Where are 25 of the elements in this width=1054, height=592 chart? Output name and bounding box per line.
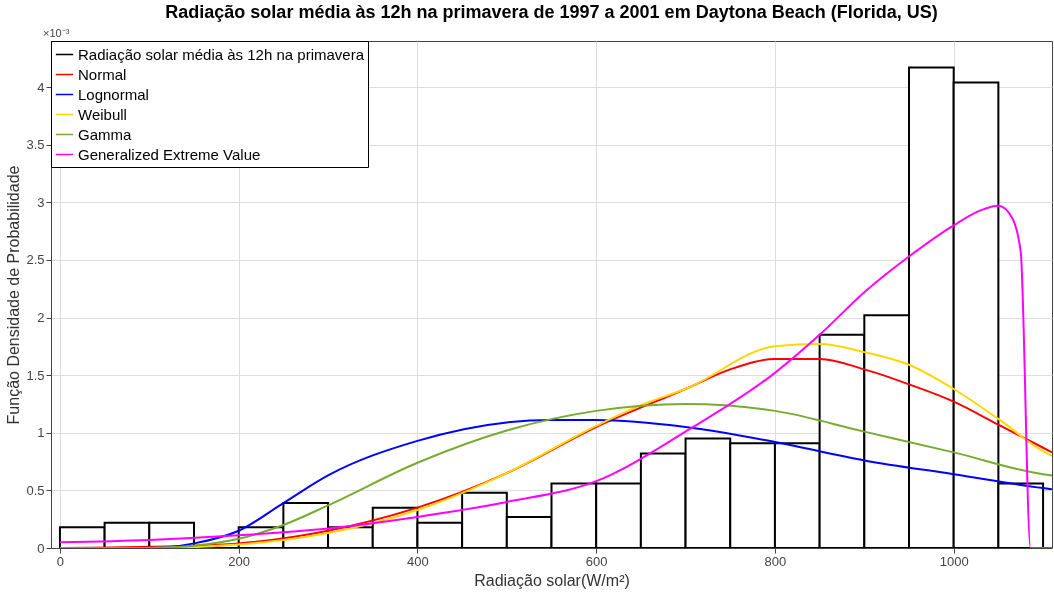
x-tick-label: 1000 bbox=[939, 553, 969, 569]
legend-label: Normal bbox=[78, 65, 127, 83]
x-tick-label: 800 bbox=[764, 553, 787, 569]
y-tick-label: 4 bbox=[37, 79, 45, 95]
y-tick-label: 1.5 bbox=[26, 367, 45, 383]
y-tick-label: 0 bbox=[37, 540, 45, 556]
y-tick-label: 3 bbox=[37, 194, 45, 210]
text: ×10⁻³ bbox=[43, 27, 70, 39]
y-axis-title: Função Densidade de Probabilidade bbox=[5, 165, 23, 425]
y-tick-label: 2.5 bbox=[26, 252, 45, 268]
x-tick-label: 0 bbox=[56, 553, 65, 569]
legend-label: Generalized Extreme Value bbox=[78, 145, 261, 163]
x-tick-label: 200 bbox=[228, 553, 251, 569]
x-axis-title: Radiação solar(W/m²) bbox=[474, 571, 630, 589]
y-tick-label: 0.5 bbox=[26, 482, 45, 498]
y-tick-label: 2 bbox=[37, 310, 45, 326]
legend-label: Gamma bbox=[78, 125, 132, 143]
legend-label: Radiação solar média às 12h na primavera bbox=[78, 45, 365, 63]
y-tick-label: 1 bbox=[37, 425, 45, 441]
x-tick-label: 600 bbox=[585, 553, 608, 569]
legend-label: Weibull bbox=[78, 105, 127, 123]
chart-title: Radiação solar média às 12h na primavera de 1997 a 2001 em Daytona Beach (Florida, US) bbox=[165, 2, 938, 22]
legend-label: Lognormal bbox=[78, 85, 149, 103]
x-tick-label: 400 bbox=[407, 553, 429, 569]
y-tick-label: 3.5 bbox=[26, 137, 45, 153]
